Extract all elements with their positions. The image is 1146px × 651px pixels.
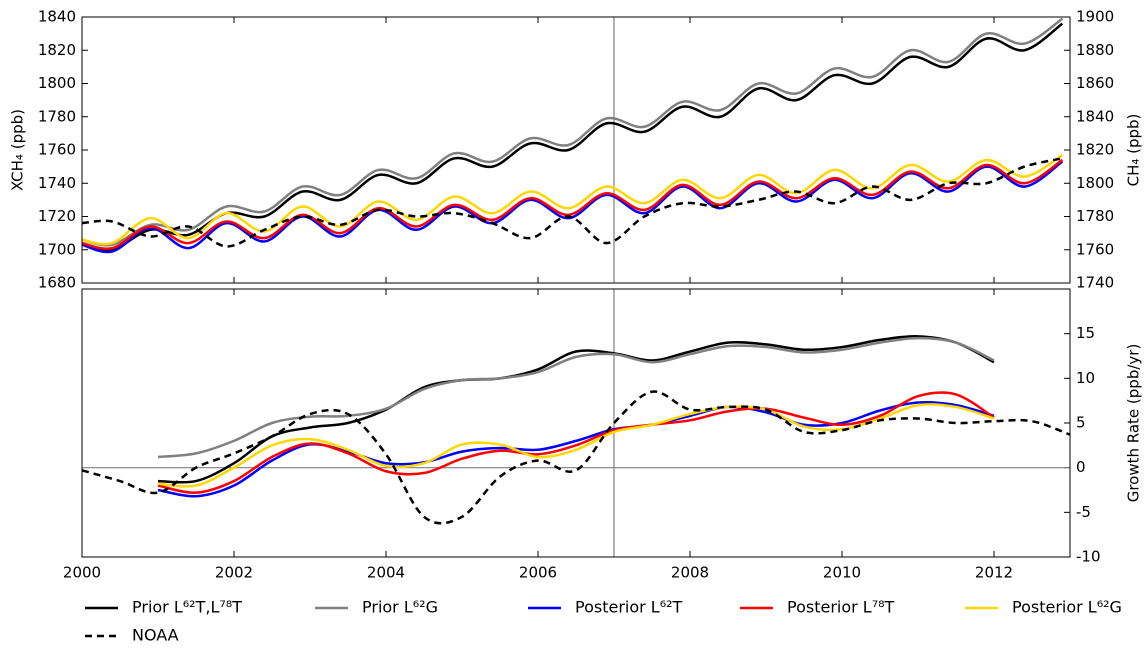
y2-tick-label: 15	[1076, 324, 1095, 342]
series-line	[82, 157, 1063, 248]
y2-axis-label: Growth Rate (ppb/yr)	[1125, 344, 1143, 503]
y2-tick-label: 1880	[1076, 41, 1114, 59]
series-line	[157, 335, 995, 484]
y-tick-label: 1700	[38, 240, 76, 258]
y2-tick-label: -10	[1076, 548, 1101, 566]
x-tick-label: 2002	[215, 564, 253, 582]
y2-tick-label: 10	[1076, 369, 1095, 387]
y-tick-label: 1820	[38, 41, 76, 59]
y-tick-label: 1760	[38, 141, 76, 159]
series-line	[82, 22, 1064, 252]
y-axis-label: XCH₄ (ppb)	[9, 109, 27, 191]
series-line	[82, 390, 1070, 525]
plot-frame	[81, 16, 1071, 284]
y-tick-label: 1740	[38, 174, 76, 192]
y2-tick-label: 1800	[1076, 174, 1114, 192]
y2-tick-label: -5	[1076, 503, 1091, 521]
legend-label: Posterior L⁶²G	[1012, 598, 1122, 617]
y2-tick-label: 1780	[1076, 207, 1114, 225]
legend-label: Posterior L⁷⁸T	[787, 598, 895, 617]
x-tick-label: 2004	[367, 564, 405, 582]
y2-tick-label: 1740	[1076, 274, 1114, 292]
series-line	[157, 403, 995, 488]
y-tick-label: 1840	[38, 8, 76, 26]
y-tick-label: 1680	[38, 274, 76, 292]
series-line	[82, 17, 1064, 247]
y-tick-label: 1800	[38, 74, 76, 92]
y-tick-label: 1720	[38, 207, 76, 225]
x-tick-label: 2010	[823, 564, 861, 582]
x-tick-label: 2000	[63, 564, 101, 582]
y-tick-label: 1780	[38, 107, 76, 125]
series-line	[82, 153, 1064, 246]
y2-axis-label: CH₄ (ppb)	[1125, 114, 1143, 187]
legend-label: Posterior L⁶²T	[575, 598, 683, 617]
series-line	[157, 400, 995, 498]
legend-label: NOAA	[132, 626, 179, 645]
plot-frame	[81, 288, 1071, 558]
y2-tick-label: 0	[1076, 458, 1086, 476]
series-line	[82, 158, 1064, 250]
series-line	[82, 160, 1064, 254]
x-tick-label: 2012	[975, 564, 1013, 582]
series-line	[157, 391, 995, 494]
y2-tick-label: 1820	[1076, 141, 1114, 159]
series-line	[157, 336, 995, 459]
x-tick-label: 2006	[519, 564, 557, 582]
y2-tick-label: 1760	[1076, 240, 1114, 258]
y2-tick-label: 1840	[1076, 107, 1114, 125]
legend-label: Prior L⁶²G	[362, 598, 438, 617]
y2-tick-label: 1860	[1076, 74, 1114, 92]
y2-tick-label: 5	[1076, 414, 1086, 432]
x-tick-label: 2008	[671, 564, 709, 582]
legend-label: Prior L⁶²T,L⁷⁸T	[132, 598, 242, 617]
y2-tick-label: 1900	[1076, 8, 1114, 26]
